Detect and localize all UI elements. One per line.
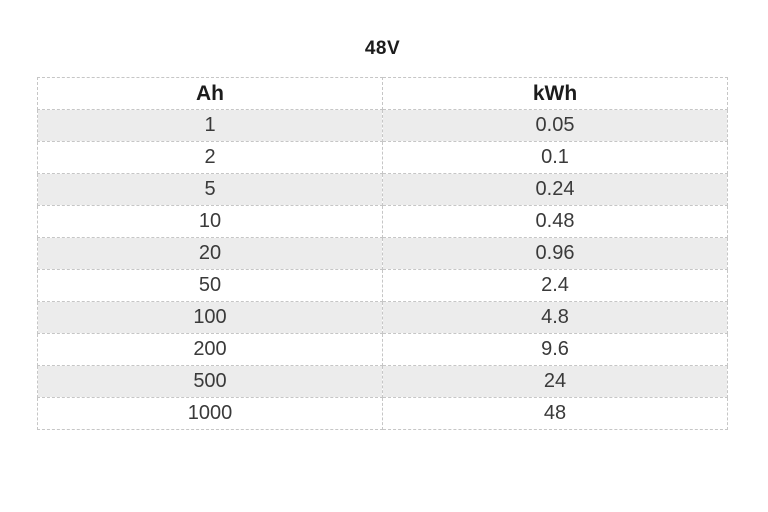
- table-row: 1000 48: [37, 397, 728, 430]
- cell-ah: 10: [37, 205, 383, 238]
- cell-kwh: 48: [382, 397, 728, 430]
- cell-kwh: 0.96: [382, 237, 728, 270]
- cell-ah: 500: [37, 365, 383, 398]
- table-row: 200 9.6: [37, 333, 728, 366]
- table-body: 1 0.05 2 0.1 5 0.24 10 0.48 20 0.96 50 2.4 100 4.8 200…: [37, 109, 728, 430]
- cell-ah: 5: [37, 173, 383, 206]
- cell-kwh: 0.48: [382, 205, 728, 238]
- table-row: 1 0.05: [37, 109, 728, 142]
- table-row: 10 0.48: [37, 205, 728, 238]
- cell-kwh: 24: [382, 365, 728, 398]
- header-row: Ah kWh: [37, 77, 728, 110]
- table-row: 50 2.4: [37, 269, 728, 302]
- table-row: 20 0.96: [37, 237, 728, 270]
- cell-ah: 1000: [37, 397, 383, 430]
- table-header: Ah kWh: [37, 77, 728, 110]
- cell-ah: 20: [37, 237, 383, 270]
- cell-kwh: 0.05: [382, 109, 728, 142]
- cell-ah: 200: [37, 333, 383, 366]
- table-row: 2 0.1: [37, 141, 728, 174]
- cell-ah: 100: [37, 301, 383, 334]
- table-row: 100 4.8: [37, 301, 728, 334]
- cell-kwh: 0.1: [382, 141, 728, 174]
- cell-kwh: 4.8: [382, 301, 728, 334]
- column-header-ah: Ah: [37, 77, 383, 110]
- cell-ah: 2: [37, 141, 383, 174]
- cell-kwh: 2.4: [382, 269, 728, 302]
- table-title: 48V: [364, 38, 401, 59]
- table-row: 5 0.24: [37, 173, 728, 206]
- conversion-table: Ah kWh 1 0.05 2 0.1 5 0.24 10 0.48 20 0.96 50 2.4 10…: [37, 77, 728, 430]
- table-row: 500 24: [37, 365, 728, 398]
- cell-ah: 50: [37, 269, 383, 302]
- cell-ah: 1: [37, 109, 383, 142]
- column-header-kwh: kWh: [382, 77, 728, 110]
- cell-kwh: 0.24: [382, 173, 728, 206]
- cell-kwh: 9.6: [382, 333, 728, 366]
